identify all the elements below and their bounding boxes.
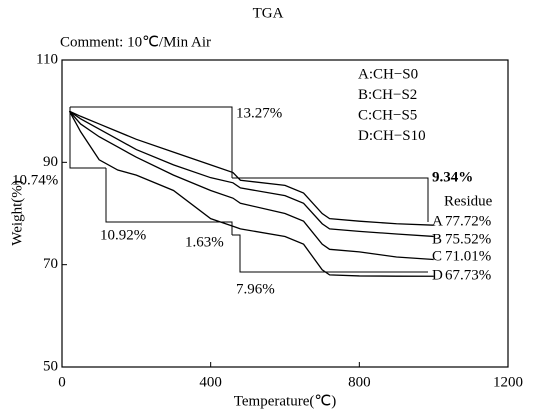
x-tick-label: 1200 — [493, 374, 523, 390]
residue-label: 71.01% — [445, 248, 491, 264]
plot-frame — [61, 59, 509, 368]
annotation: 9.34% — [432, 169, 473, 185]
end-letter: A — [432, 213, 443, 229]
bracket — [70, 106, 233, 178]
bracket — [69, 107, 106, 169]
x-axis-label: Temperature(℃) — [234, 393, 336, 409]
legend-entry: A:CH−S0 — [358, 66, 418, 82]
residue-label: 77.72% — [445, 213, 491, 229]
chart-subtitle: Comment: 10℃/Min Air — [60, 34, 211, 50]
annotation-brackets — [69, 106, 429, 273]
residue-label: 67.73% — [445, 267, 491, 283]
y-tick-label: 50 — [43, 358, 58, 374]
residue-label: 75.52% — [445, 231, 491, 247]
series-line — [69, 110, 434, 226]
y-tick-label: 110 — [36, 51, 58, 67]
end-letter: C — [432, 248, 442, 264]
x-tick-label: 800 — [348, 374, 371, 390]
annotation: 13.27% — [236, 105, 282, 121]
x-tick-label: 400 — [199, 374, 222, 390]
legend-entry: D:CH−S10 — [358, 128, 426, 144]
legend-entry: B:CH−S2 — [358, 87, 417, 103]
x-tick-label: 0 — [58, 374, 66, 390]
bracket — [232, 234, 428, 273]
y-tick-label: 70 — [43, 256, 58, 272]
legend-entry: C:CH−S5 — [358, 107, 417, 123]
series-line — [68, 110, 434, 277]
end-letter: B — [432, 231, 442, 247]
y-tick-label: 90 — [43, 154, 58, 170]
residue-title: Residue — [444, 193, 493, 209]
y-axis-label: Weight(%) — [9, 180, 25, 245]
annotation: 1.63% — [185, 234, 224, 250]
bracket — [105, 168, 233, 235]
series-line — [69, 110, 434, 238]
end-letter: D — [432, 267, 443, 283]
series-line — [68, 110, 434, 261]
annotation: 10.74% — [12, 172, 58, 188]
chart-title: TGA — [253, 5, 284, 21]
annotation: 10.92% — [100, 227, 146, 243]
annotation: 7.96% — [236, 281, 275, 297]
bracket — [232, 177, 429, 222]
